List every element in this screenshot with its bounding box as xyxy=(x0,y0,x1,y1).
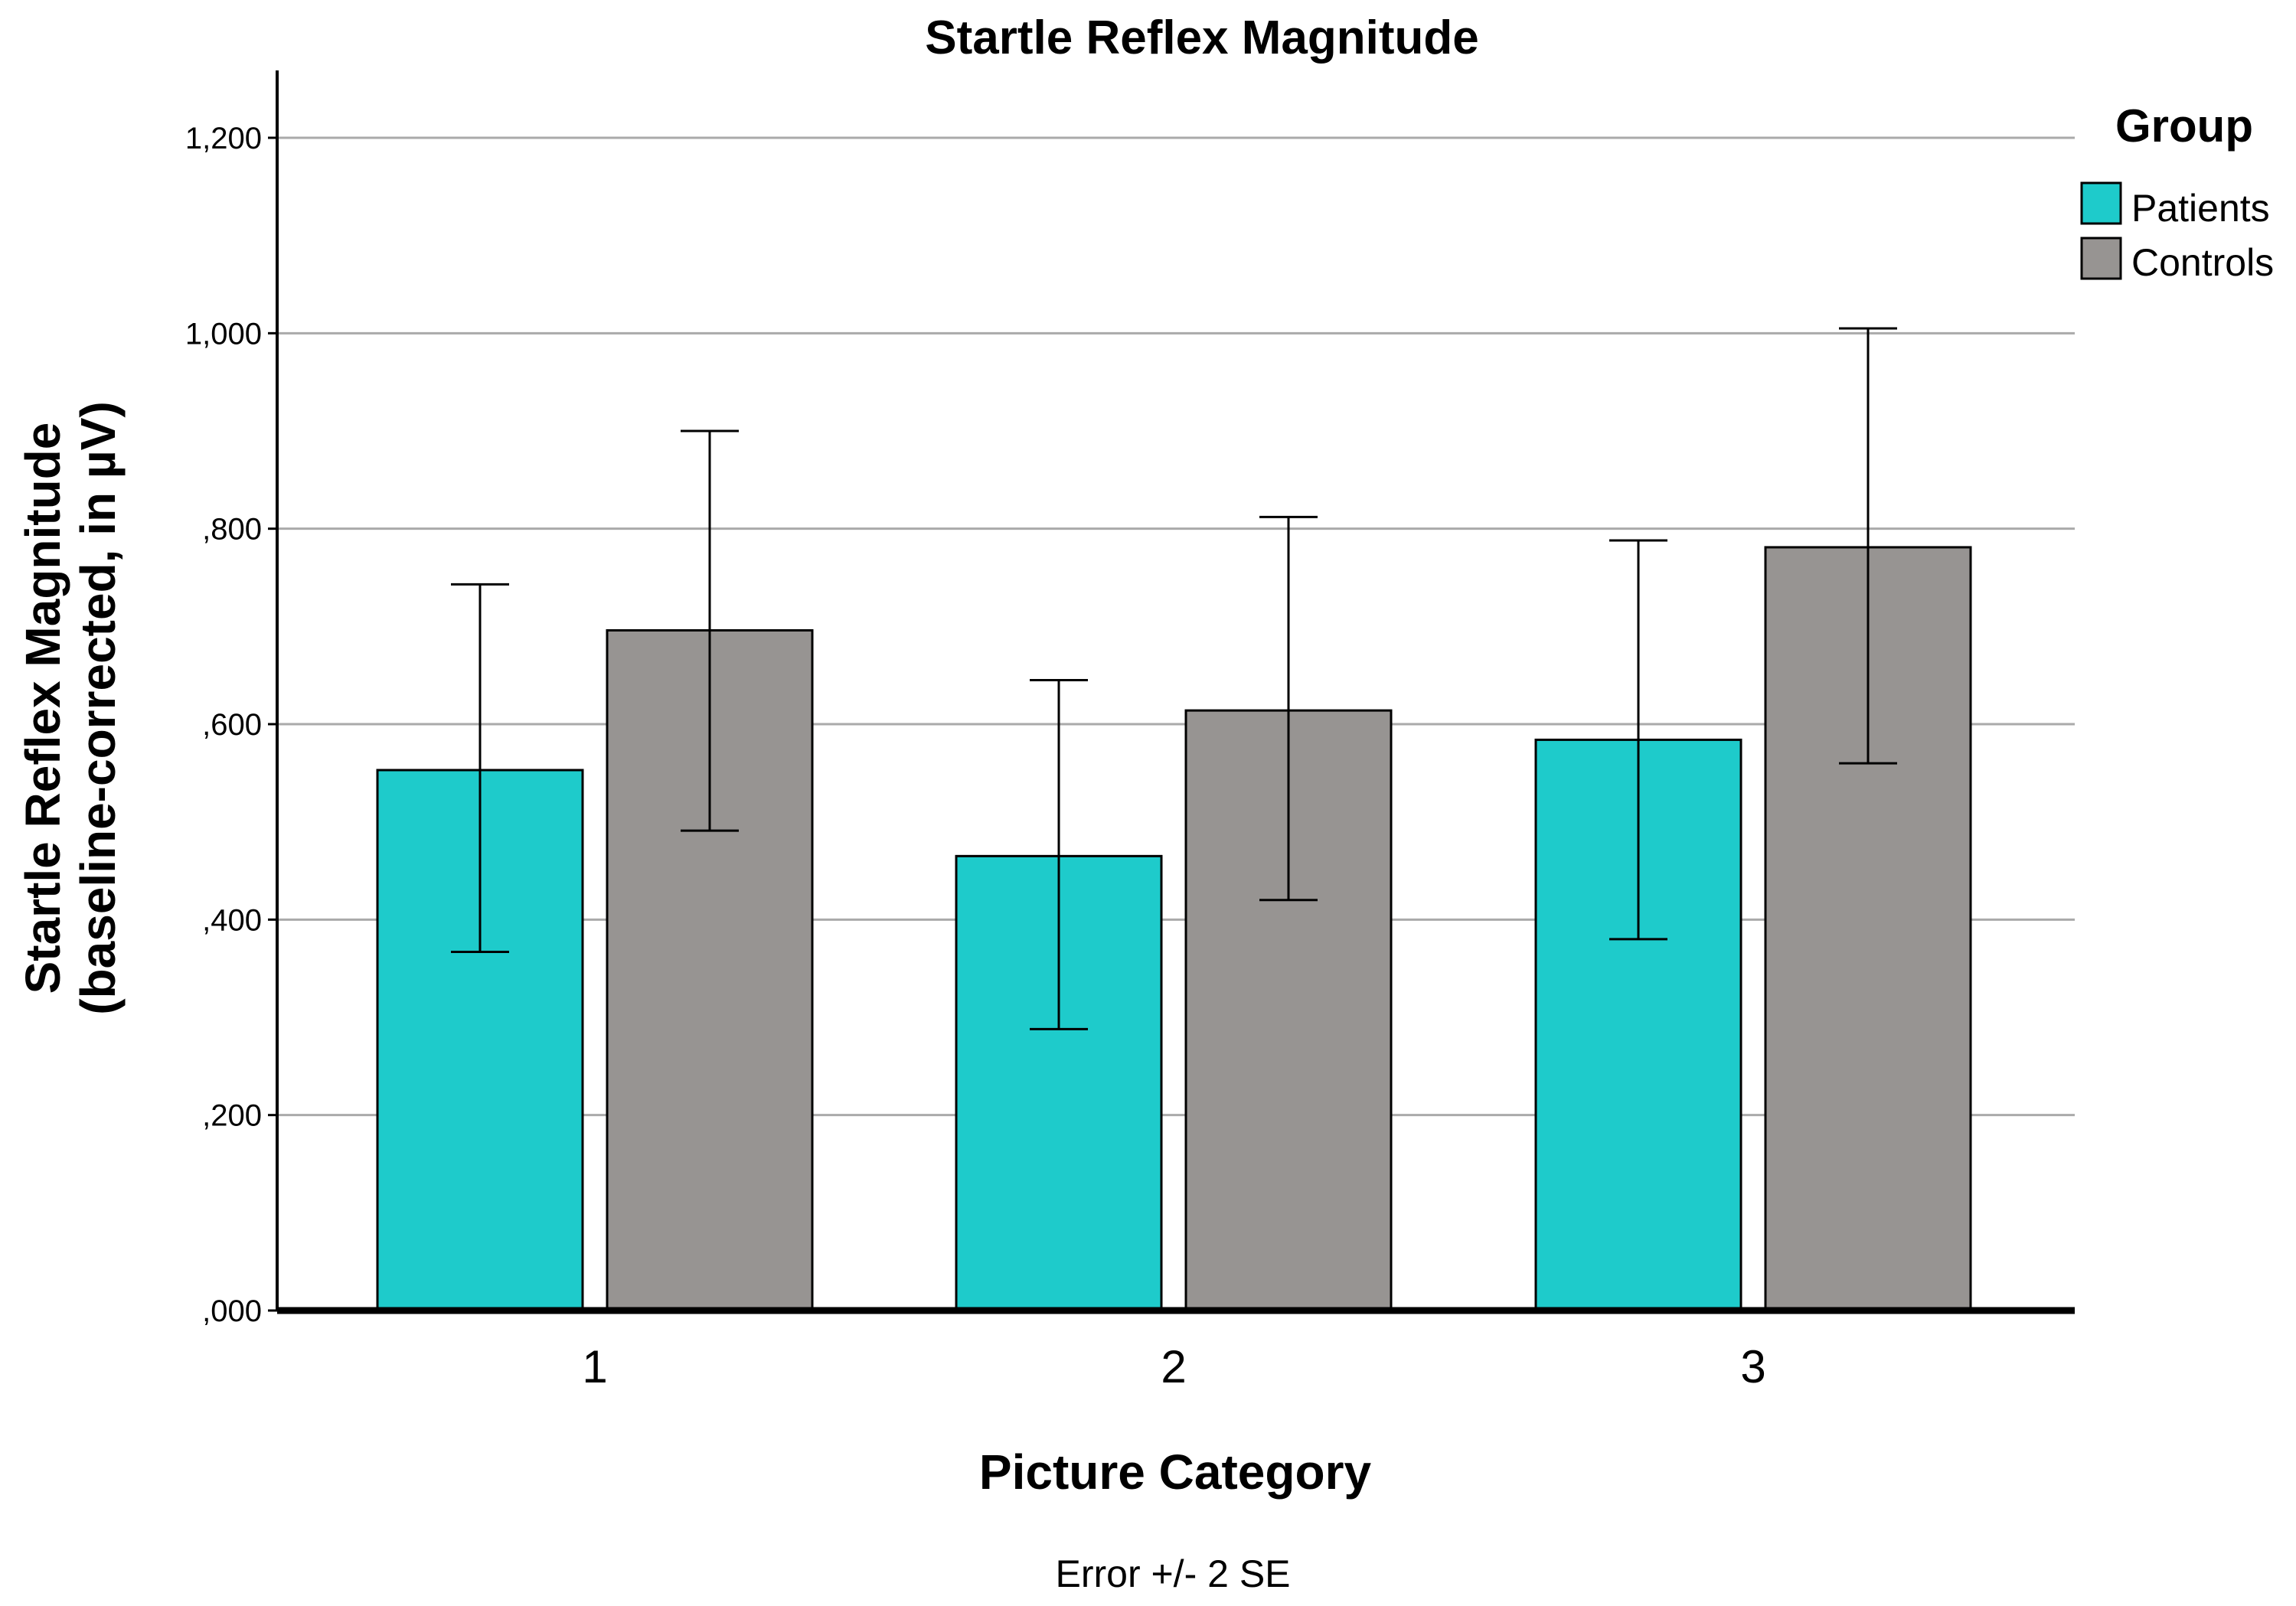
y-tick-label-0: ,000 xyxy=(202,1294,262,1328)
y-axis-label-line2: (baseline-corrected, in µV) xyxy=(70,401,126,1015)
axes xyxy=(276,70,2075,1314)
y-tick-label-3: ,600 xyxy=(202,708,262,742)
x-axis-label: Picture Category xyxy=(979,1444,1372,1500)
legend-title: Group xyxy=(2115,100,2253,152)
y-tick-label-2: ,400 xyxy=(202,903,262,937)
y-tick-labels: ,000 ,200 ,400 ,600 ,800 1,000 1,200 xyxy=(185,122,262,1328)
y-tick-label-4: ,800 xyxy=(202,513,262,547)
y-tick-label-5: 1,000 xyxy=(185,317,262,351)
x-tick-labels: 1 2 3 xyxy=(582,1341,1765,1392)
legend-label-patients: Patients xyxy=(2131,187,2270,230)
legend-label-controls: Controls xyxy=(2131,241,2274,284)
y-axis-label-line1: Startle Reflex Magnitude xyxy=(15,423,70,994)
y-tick-label-1: ,200 xyxy=(202,1099,262,1133)
x-tick-label-3: 3 xyxy=(1740,1341,1765,1392)
bars xyxy=(376,546,1972,1312)
error-bars xyxy=(451,327,1897,1030)
legend-swatch-controls xyxy=(2080,237,2122,280)
footnote: Error +/- 2 SE xyxy=(1055,1552,1290,1595)
x-tick-label-2: 2 xyxy=(1161,1341,1186,1392)
x-tick-label-1: 1 xyxy=(582,1341,607,1392)
legend: Group Patients Controls xyxy=(2080,100,2274,284)
legend-swatch-patients xyxy=(2080,181,2122,225)
chart-title: Startle Reflex Magnitude xyxy=(925,11,1478,64)
y-tick-label-6: 1,200 xyxy=(185,122,262,155)
